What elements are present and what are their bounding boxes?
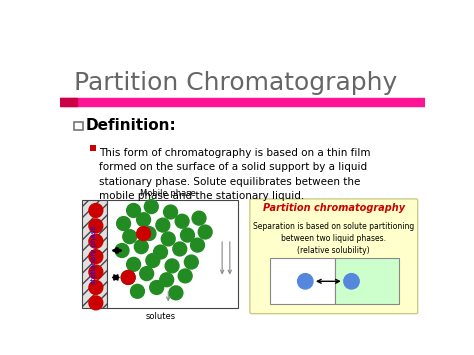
Circle shape	[146, 253, 160, 267]
Circle shape	[160, 273, 173, 287]
Text: Partition chromatography: Partition chromatography	[263, 203, 405, 213]
Circle shape	[175, 214, 189, 228]
Bar	[61, 98, 425, 106]
FancyBboxPatch shape	[250, 199, 418, 313]
Circle shape	[142, 226, 156, 240]
Circle shape	[198, 225, 212, 239]
Bar	[335, 258, 399, 304]
Bar	[107, 201, 237, 308]
Text: solutes: solutes	[146, 312, 175, 321]
Circle shape	[191, 238, 204, 252]
Circle shape	[127, 203, 140, 217]
Text: stationary phase: stationary phase	[91, 225, 97, 284]
Circle shape	[181, 228, 194, 242]
Circle shape	[134, 240, 148, 253]
Circle shape	[115, 244, 129, 257]
Bar	[61, 98, 77, 106]
Circle shape	[154, 245, 167, 259]
Circle shape	[121, 271, 135, 284]
Circle shape	[123, 230, 137, 244]
Bar	[74, 122, 83, 130]
Circle shape	[169, 286, 183, 300]
Circle shape	[127, 257, 140, 271]
Text: Definition:: Definition:	[86, 118, 177, 133]
Circle shape	[145, 200, 158, 214]
Circle shape	[156, 218, 170, 232]
Circle shape	[192, 211, 206, 225]
Circle shape	[137, 226, 151, 240]
Circle shape	[137, 213, 151, 226]
Circle shape	[130, 284, 145, 298]
Circle shape	[89, 203, 103, 217]
Bar	[82, 201, 107, 308]
Circle shape	[165, 259, 179, 273]
Circle shape	[150, 280, 164, 294]
Circle shape	[161, 232, 175, 246]
Text: Mobile phase: Mobile phase	[140, 189, 196, 198]
Circle shape	[140, 267, 154, 280]
Circle shape	[89, 234, 103, 248]
Circle shape	[89, 265, 103, 279]
Circle shape	[344, 274, 359, 289]
Circle shape	[89, 250, 103, 264]
Bar	[270, 258, 335, 304]
Text: This form of chromatography is based on a thin film
formed on the surface of a s: This form of chromatography is based on …	[99, 148, 371, 201]
Circle shape	[184, 255, 198, 269]
Text: Separation is based on solute partitioning
between two liquid phases.
(relative : Separation is based on solute partitioni…	[253, 222, 414, 255]
Circle shape	[89, 296, 103, 310]
Circle shape	[121, 271, 135, 284]
Circle shape	[173, 242, 187, 256]
Text: Partition Chromatography: Partition Chromatography	[74, 71, 398, 95]
Circle shape	[117, 217, 130, 230]
Circle shape	[164, 205, 177, 219]
Circle shape	[89, 219, 103, 233]
Circle shape	[178, 269, 192, 283]
Bar	[90, 145, 96, 151]
Circle shape	[89, 280, 103, 294]
Circle shape	[298, 274, 313, 289]
